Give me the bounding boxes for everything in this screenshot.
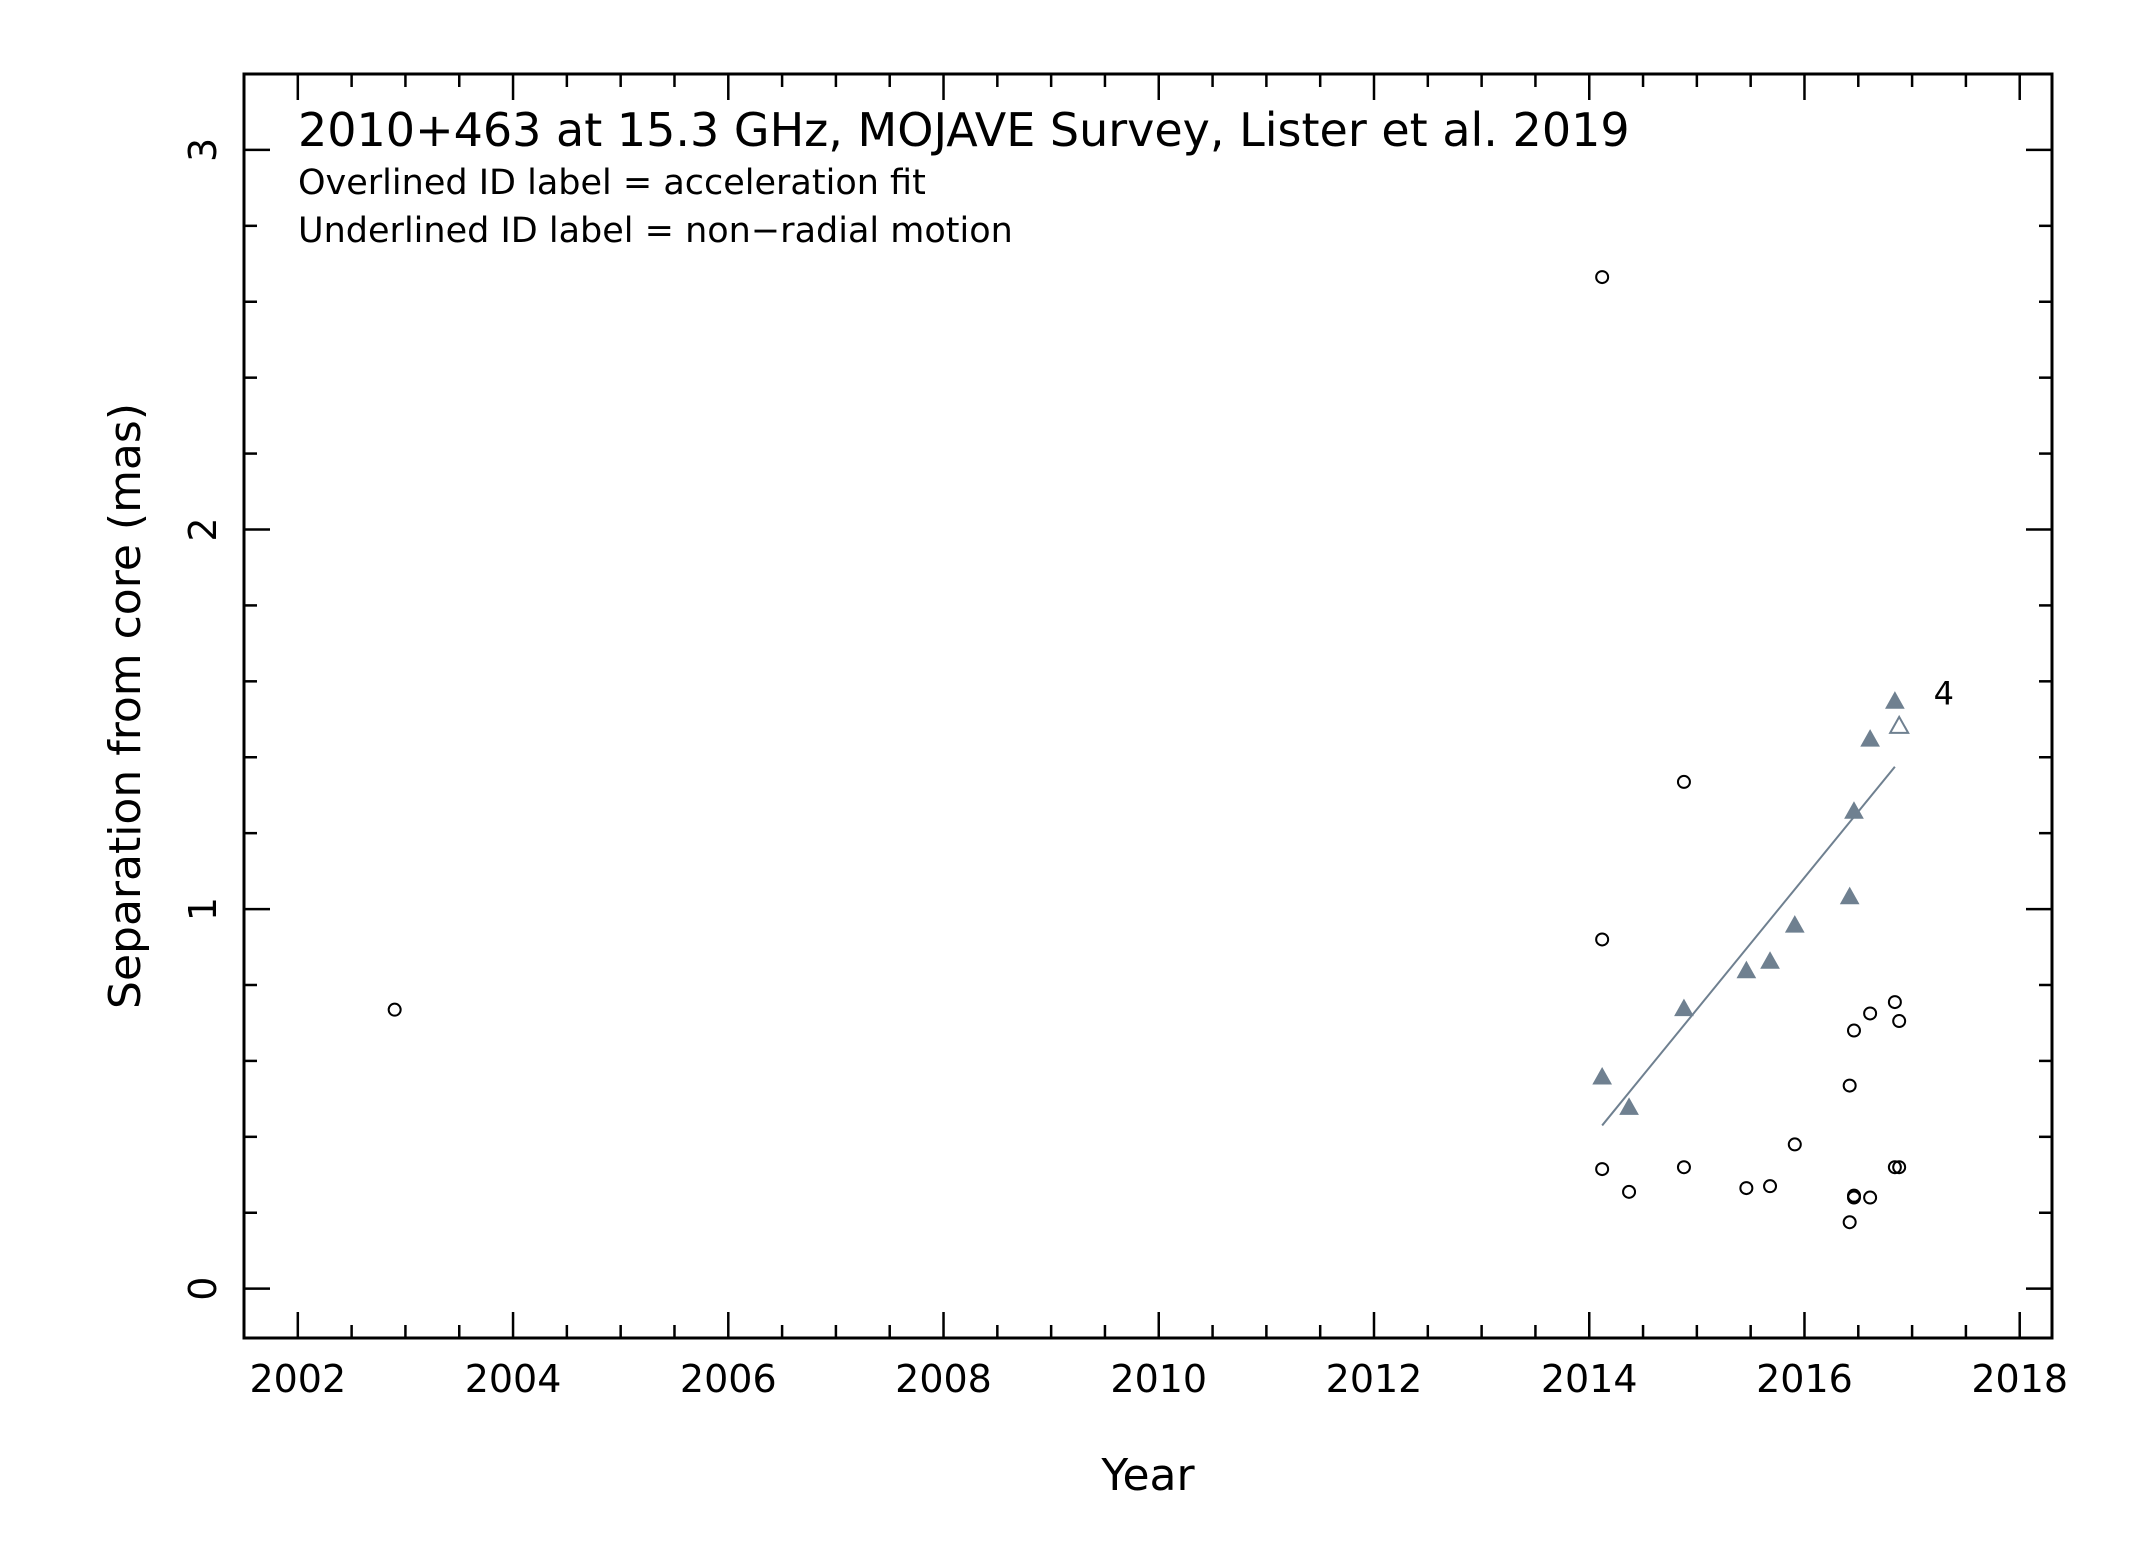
y-tick-label: 1 — [181, 897, 225, 921]
data-point-circle — [1887, 995, 1902, 1010]
data-point-circle — [1842, 1215, 1857, 1230]
data-point-circle — [1863, 1190, 1878, 1205]
data-point-triangle — [1860, 729, 1880, 747]
x-tick-label: 2018 — [1971, 1357, 2068, 1401]
x-tick-label: 2014 — [1541, 1357, 1638, 1401]
tick-labels: 2002 2004 2006 2008 2010 2012 2014 2016 2018 0 1 2 3 — [181, 138, 2068, 1401]
data-point-circle — [1887, 1160, 1902, 1175]
y-tick-label: 3 — [181, 138, 225, 162]
chart-note-acceleration: Overlined ID label = acceleration fit — [298, 163, 926, 203]
data-point-circle — [1846, 1190, 1861, 1205]
data-point-circle — [1595, 270, 1610, 285]
data-point-triangle — [1674, 998, 1694, 1017]
data-point-circle — [1595, 1162, 1610, 1177]
data-point-circle — [1595, 932, 1610, 947]
data-point-triangle — [1839, 886, 1860, 905]
data-point-circle — [1892, 1014, 1907, 1029]
data-point-circle — [1622, 1184, 1637, 1199]
x-tick-label: 2010 — [1110, 1357, 1207, 1401]
data-point-triangle — [1885, 691, 1905, 709]
component-label-4: 4 — [1934, 675, 1954, 713]
data-point-circle — [1676, 1160, 1691, 1175]
data-point-circle — [387, 1002, 402, 1017]
x-axis-label: Year — [1100, 1450, 1195, 1501]
data-point-circle — [1846, 1023, 1861, 1038]
x-tick-label: 2004 — [465, 1357, 562, 1401]
y-axis-label: Separation from core (mas) — [100, 403, 151, 1009]
y-tick-label: 2 — [181, 517, 225, 541]
plot-frame — [242, 72, 2054, 1340]
data-point-circle — [1842, 1078, 1857, 1093]
data-point-triangle — [1844, 801, 1864, 819]
data-point-circle — [1863, 1006, 1878, 1021]
data-point-triangle — [1619, 1097, 1639, 1115]
data-marks — [387, 270, 1910, 1230]
x-tick-label: 2002 — [249, 1357, 346, 1401]
chart-title: 2010+463 at 15.3 GHz, MOJAVE Survey, Lis… — [298, 103, 1630, 157]
data-point-open-triangle — [1888, 714, 1910, 734]
data-point-triangle — [1784, 915, 1805, 933]
x-tick-label: 2016 — [1756, 1357, 1853, 1401]
data-point-circle — [1676, 774, 1691, 789]
x-tick-label: 2006 — [680, 1357, 777, 1401]
data-point-triangle — [1592, 1066, 1613, 1085]
data-point-circle — [1739, 1181, 1754, 1196]
data-point-circle — [1892, 1160, 1907, 1175]
axis-ticks — [242, 72, 2052, 1338]
data-point-circle — [1787, 1137, 1802, 1152]
x-tick-label: 2008 — [895, 1357, 992, 1401]
y-tick-label: 0 — [181, 1277, 225, 1301]
data-point-circle — [1763, 1179, 1778, 1194]
data-point-triangle — [1760, 951, 1780, 969]
data-point-triangle — [1736, 960, 1757, 979]
x-tick-label: 2012 — [1326, 1357, 1423, 1401]
chart-note-non-radial: Underlined ID label = non−radial motion — [298, 211, 1013, 251]
fit-line-component-4 — [1601, 766, 1896, 1127]
